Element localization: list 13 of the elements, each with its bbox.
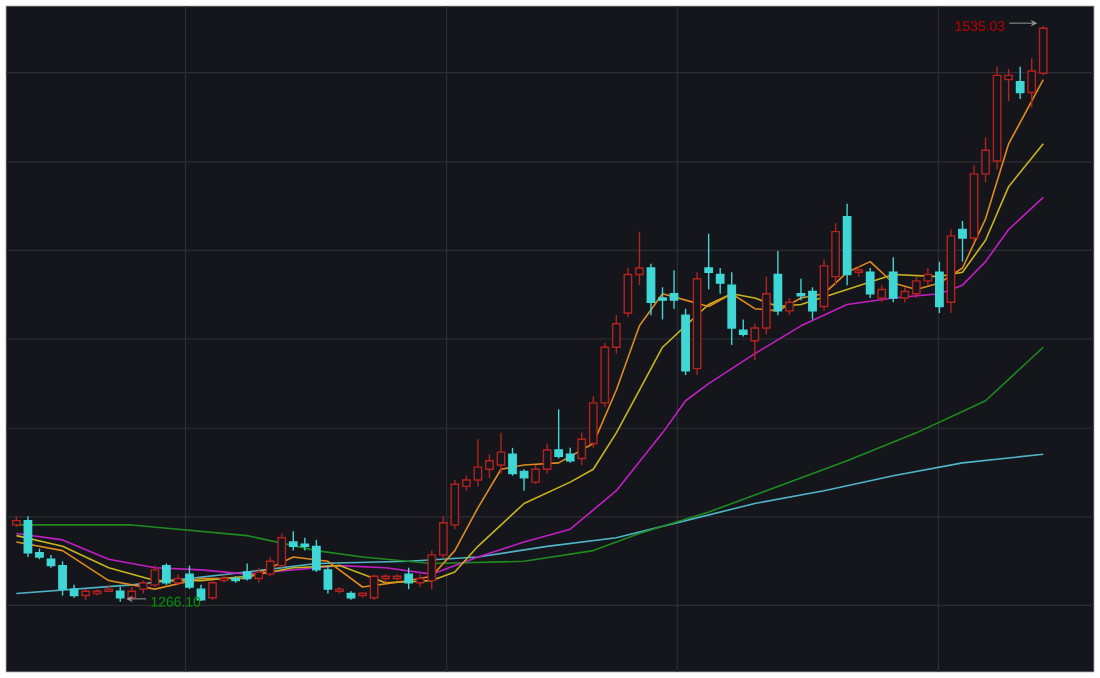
candlestick — [208, 579, 217, 601]
candlestick — [185, 564, 194, 590]
candlestick — [1015, 66, 1025, 100]
candlestick — [935, 260, 944, 314]
candlestick — [865, 267, 875, 299]
candlestick — [727, 271, 737, 346]
candlestick — [704, 233, 714, 291]
candlestick — [715, 267, 725, 295]
candlestick — [888, 256, 898, 303]
candlestick — [161, 562, 171, 586]
candlestick — [773, 250, 783, 316]
candlestick — [404, 567, 414, 590]
candlestick — [958, 220, 967, 263]
